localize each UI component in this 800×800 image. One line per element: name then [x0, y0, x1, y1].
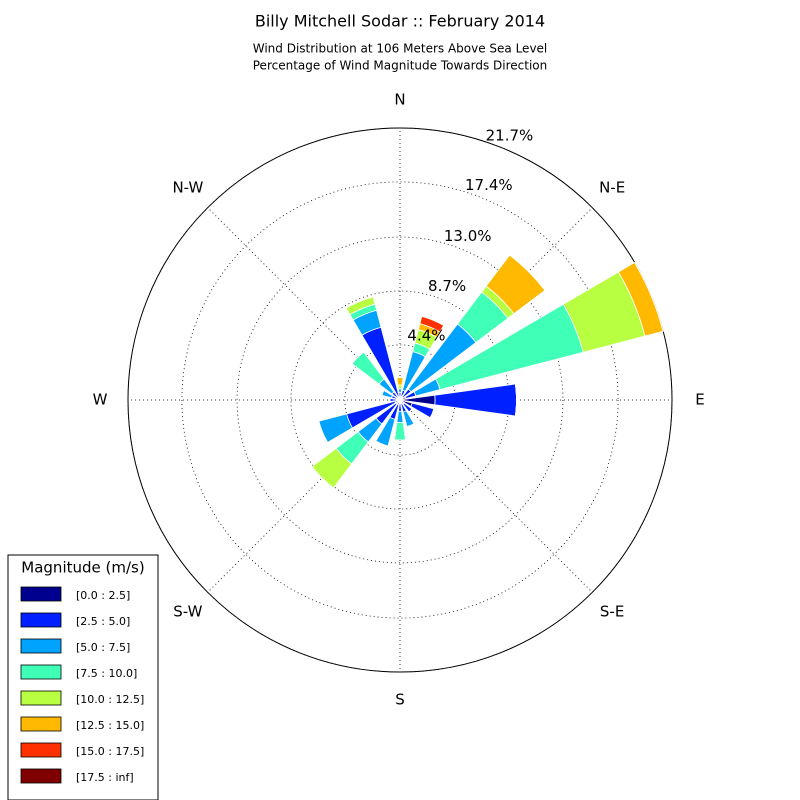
- legend-label: [15.0 : 17.5]: [76, 745, 144, 758]
- legend-label: [12.5 : 15.0]: [76, 719, 144, 732]
- radial-tick-label: 4.4%: [407, 327, 445, 345]
- bar-segment: [397, 384, 403, 390]
- radial-tick-label: 13.0%: [444, 227, 492, 245]
- bar-segment: [311, 466, 334, 489]
- radial-tick-label: 8.7%: [428, 277, 466, 295]
- bar-segment: [410, 402, 435, 419]
- chart-subtitle: Wind Distribution at 106 Meters Above Se…: [253, 42, 548, 56]
- legend-swatch: [20, 716, 62, 732]
- legend-swatch: [20, 586, 62, 602]
- bar-segment: [318, 421, 328, 443]
- direction-label: S-W: [173, 603, 202, 621]
- polar-frame: [127, 127, 673, 673]
- legend-swatch: [20, 768, 62, 784]
- legend-swatch: [20, 690, 62, 706]
- direction-label: S-E: [600, 603, 624, 621]
- direction-label: S: [395, 691, 405, 709]
- legend-swatch: [20, 742, 62, 758]
- radial-tick-label: 21.7%: [486, 126, 534, 144]
- bar-segment: [634, 262, 664, 332]
- direction-label: N-W: [172, 178, 203, 196]
- bar-segment: [396, 410, 404, 423]
- direction-label: N-E: [599, 178, 625, 196]
- bar-segment: [396, 377, 404, 386]
- legend-swatch: [20, 638, 62, 654]
- legend-label: [5.0 : 7.5]: [76, 641, 130, 654]
- grid-spoke: [399, 399, 593, 593]
- legend-label: [10.0 : 12.5]: [76, 693, 144, 706]
- grid-ring: [181, 181, 619, 619]
- grid-spoke: [207, 399, 401, 593]
- bar-segment: [434, 383, 517, 417]
- grid-ring: [236, 236, 564, 564]
- direction-label: E: [695, 391, 704, 409]
- bar-segment: [381, 390, 385, 396]
- legend-label: [0.0 : 2.5]: [76, 589, 130, 602]
- legend-title: Magnitude (m/s): [21, 559, 144, 577]
- grid-spoke: [207, 207, 401, 401]
- bar-segment: [406, 423, 415, 428]
- radial-tick-label: 17.4%: [465, 176, 513, 194]
- chart-title: Billy Mitchell Sodar :: February 2014: [255, 12, 545, 31]
- direction-label: W: [93, 391, 108, 409]
- legend-label: [2.5 : 5.0]: [76, 615, 130, 628]
- legend-swatch: [20, 664, 62, 680]
- legend-swatch: [20, 612, 62, 628]
- legend-label: [7.5 : 10.0]: [76, 667, 137, 680]
- bar-segment: [398, 388, 402, 394]
- chart-subtitle: Percentage of Wind Magnitude Towards Dir…: [253, 59, 547, 73]
- legend-label: [17.5 : inf]: [76, 771, 134, 784]
- bar-segment: [318, 413, 353, 444]
- bar-segment: [375, 440, 389, 447]
- bar-segment: [394, 421, 406, 441]
- direction-label: N: [394, 91, 405, 109]
